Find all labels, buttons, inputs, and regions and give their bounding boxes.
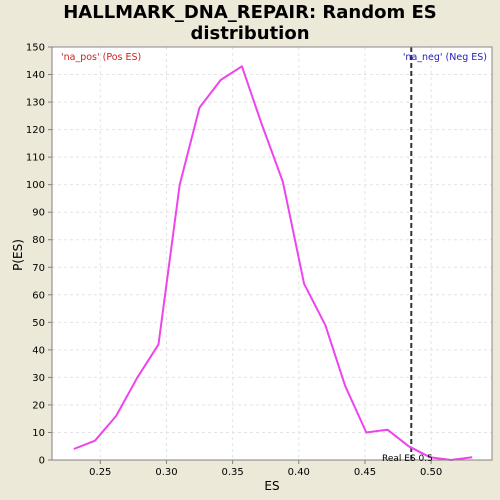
- y-tick-label: 140: [26, 70, 45, 81]
- y-tick-label: 0: [39, 456, 45, 467]
- axes: 0 10 20 30 40 50 60 70 80 90 100 110 120 130 140 150 0.2…: [26, 43, 493, 478]
- real-es-label: Real ES 0.5: [382, 454, 433, 464]
- x-tick-label: 0.30: [155, 467, 177, 478]
- x-tick-label: 0.35: [221, 467, 243, 478]
- x-tick-label: 0.45: [354, 467, 376, 478]
- plot-area: [52, 47, 492, 460]
- x-tick-label: 0.40: [288, 467, 310, 478]
- y-tick-label: 40: [32, 345, 45, 356]
- y-tick-label: 30: [32, 373, 45, 384]
- x-tick-label: 0.50: [420, 467, 442, 478]
- y-tick-label: 120: [26, 125, 45, 136]
- y-tick-label: 50: [32, 318, 45, 329]
- y-axis-label: P(ES): [11, 239, 25, 271]
- chart-title: HALLMARK_DNA_REPAIR: Random ES distribut…: [0, 2, 500, 44]
- x-tick-label: 0.25: [89, 467, 111, 478]
- neg-es-label: 'na_neg' (Neg ES): [403, 52, 487, 63]
- y-tick-label: 100: [26, 180, 45, 191]
- series-layer: [73, 65, 473, 461]
- y-tick-label: 10: [32, 428, 45, 439]
- chart-title-line-2: distribution: [190, 23, 310, 44]
- y-tick-label: 130: [26, 98, 45, 109]
- y-tick-label: 150: [26, 43, 45, 54]
- y-tick-label: 110: [26, 153, 45, 164]
- y-tick-label: 80: [32, 235, 45, 246]
- x-axis-label: ES: [264, 479, 279, 493]
- y-tick-label: 90: [32, 208, 45, 219]
- series-line: [73, 65, 473, 461]
- y-tick-label: 60: [32, 290, 45, 301]
- y-tick-label: 70: [32, 263, 45, 274]
- pos-es-label: 'na_pos' (Pos ES): [61, 52, 141, 63]
- y-tick-label: 20: [32, 400, 45, 411]
- chart-title-line-1: HALLMARK_DNA_REPAIR: Random ES: [63, 2, 437, 23]
